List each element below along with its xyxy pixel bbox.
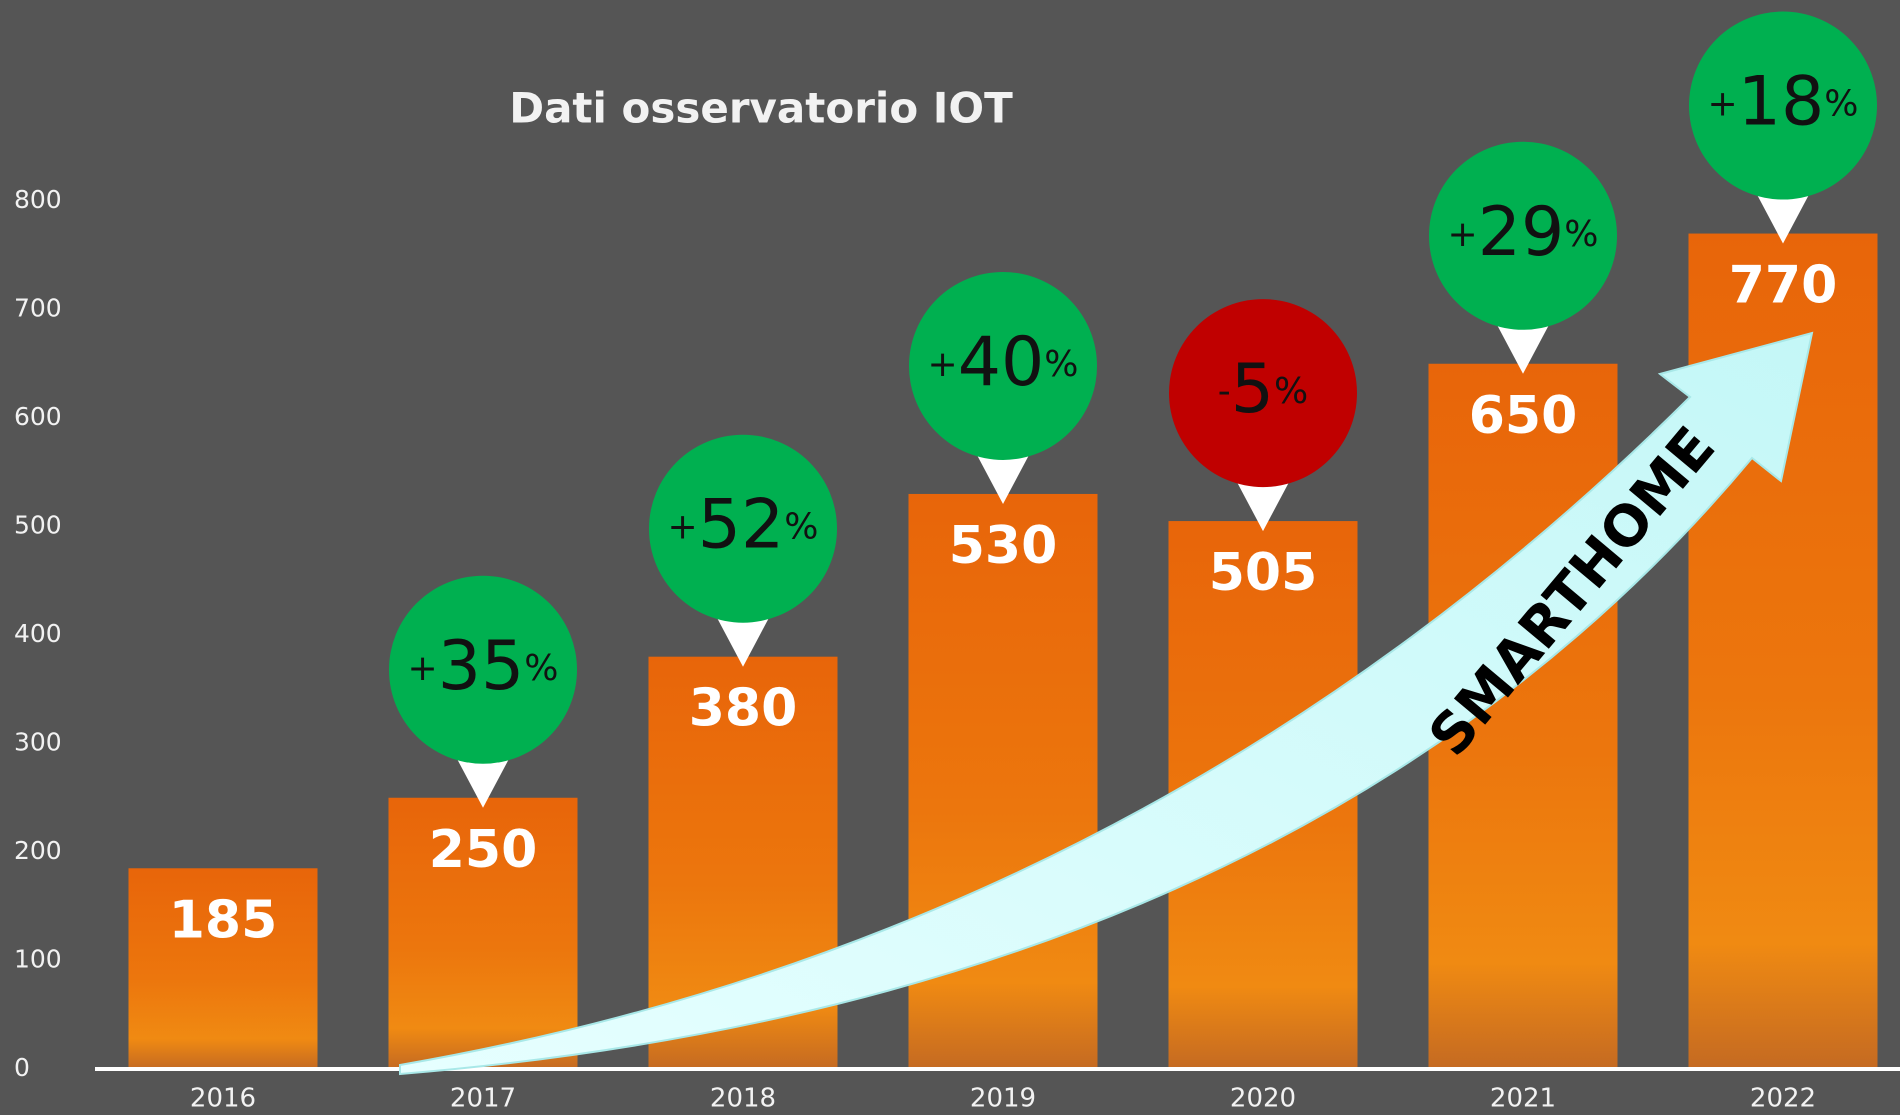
change-label-part: %: [1044, 344, 1078, 385]
change-label-part: 52: [698, 485, 785, 564]
change-bubble: [649, 434, 837, 623]
x-tick-label: 2018: [710, 1084, 776, 1114]
change-label-part: +: [1708, 84, 1738, 125]
y-tick-label: 200: [14, 836, 62, 865]
y-tick-label: 600: [14, 402, 62, 431]
x-tick-label: 2017: [450, 1084, 516, 1114]
x-tick-label: 2021: [1490, 1084, 1556, 1114]
trend-arrow: [399, 331, 1814, 1076]
change-label: +40%: [928, 322, 1079, 401]
change-label-part: 29: [1478, 192, 1565, 271]
change-label-part: %: [524, 648, 558, 689]
change-bubble: [389, 575, 577, 764]
bar: [128, 868, 318, 1069]
change-bubble: [1429, 141, 1617, 330]
change-label: +29%: [1448, 192, 1599, 271]
change-label-part: 18: [1738, 62, 1825, 141]
y-tick-label: 700: [14, 294, 62, 323]
x-tick-label: 2016: [190, 1084, 256, 1114]
y-tick-label: 100: [14, 945, 62, 974]
change-bubble: [1689, 11, 1877, 200]
x-tick-label: 2020: [1230, 1084, 1296, 1114]
value-label: 380: [689, 679, 798, 739]
bar: [908, 493, 1098, 1069]
change-label: -5%: [1218, 350, 1308, 429]
change-label-part: %: [1564, 214, 1598, 255]
value-label: 770: [1729, 256, 1838, 316]
value-label: 250: [429, 820, 538, 880]
bar: [388, 797, 578, 1069]
y-tick-label: 500: [14, 511, 62, 540]
y-tick-label: 0: [14, 1053, 30, 1082]
value-label: 185: [169, 890, 278, 950]
change-label-part: -: [1218, 371, 1231, 412]
change-label-part: 40: [958, 322, 1045, 401]
change-bubble: [1169, 299, 1357, 488]
change-label-part: %: [1274, 371, 1308, 412]
value-label: 530: [949, 516, 1058, 576]
x-tick-label: 2019: [970, 1084, 1036, 1114]
change-label-part: 35: [438, 626, 525, 705]
change-label-part: +: [928, 344, 958, 385]
change-label-part: %: [1824, 84, 1858, 125]
change-bubble: [909, 271, 1097, 460]
change-label-part: +: [668, 507, 698, 548]
chart-title: Dati osservatorio IOT: [509, 84, 1013, 133]
value-label: 650: [1469, 386, 1578, 446]
change-label-part: +: [1448, 214, 1478, 255]
change-label-part: 5: [1231, 350, 1274, 429]
y-tick-label: 800: [14, 185, 62, 214]
y-tick-label: 300: [14, 728, 62, 757]
change-label: +18%: [1708, 62, 1859, 141]
change-label: +35%: [408, 626, 559, 705]
value-label: 505: [1209, 543, 1318, 603]
x-tick-label: 2022: [1750, 1084, 1816, 1114]
y-tick-label: 400: [14, 619, 62, 648]
change-label-part: +: [408, 648, 438, 689]
change-label: +52%: [668, 485, 819, 564]
change-label-part: %: [784, 507, 818, 548]
